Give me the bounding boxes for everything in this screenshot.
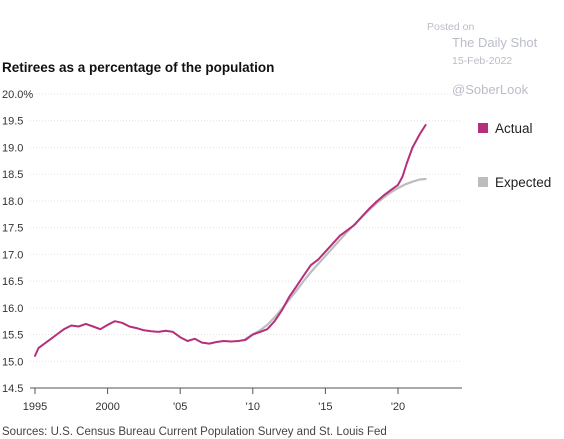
legend-label-actual: Actual [495, 121, 533, 136]
y-tick-label: 16.0 [2, 303, 23, 315]
legend-label-expected: Expected [495, 175, 551, 190]
y-tick-label: 19.0 [2, 142, 23, 154]
watermark-date: 15-Feb-2022 [452, 55, 512, 67]
series-lines [34, 124, 427, 357]
y-tick-label: 17.5 [2, 223, 23, 235]
y-tick-label: 14.5 [2, 383, 23, 395]
y-tick-label: 18.5 [2, 169, 23, 181]
series-line-expected [244, 177, 427, 340]
watermark-handle: @SoberLook [452, 82, 529, 97]
y-tick-label: 19.5 [2, 116, 23, 128]
y-axis-ticks: 20.0% 19.5 19.0 18.5 18.0 17.5 17.0 16.5 16.0 15.… [2, 89, 33, 395]
legend-swatch-actual [478, 123, 488, 133]
chart-title: Retirees as a percentage of the populati… [2, 60, 274, 75]
x-tick-label: 2000 [95, 401, 119, 413]
y-tick-label: 16.5 [2, 276, 23, 288]
x-tick-label: '05 [173, 401, 187, 413]
y-tick-label: 15.5 [2, 330, 23, 342]
x-axis-ticks: 1995 2000 '05 '10 '15 '20 [23, 388, 405, 413]
x-tick-label: 1995 [23, 401, 47, 413]
x-tick-label: '10 [246, 401, 260, 413]
watermark-site: The Daily Shot [452, 35, 538, 50]
y-tick-label: 18.0 [2, 196, 23, 208]
x-tick-label: '20 [391, 401, 405, 413]
y-tick-label: 17.0 [2, 249, 23, 261]
watermark-posted-on: Posted on [427, 21, 474, 33]
series-line-actual [34, 124, 427, 357]
x-tick-label: '15 [318, 401, 332, 413]
y-tick-label: 20.0% [2, 89, 33, 101]
legend-swatch-expected [478, 177, 488, 187]
gridlines [30, 93, 462, 362]
y-tick-label: 15.0 [2, 356, 23, 368]
source-note: Sources: U.S. Census Bureau Current Popu… [2, 426, 387, 438]
